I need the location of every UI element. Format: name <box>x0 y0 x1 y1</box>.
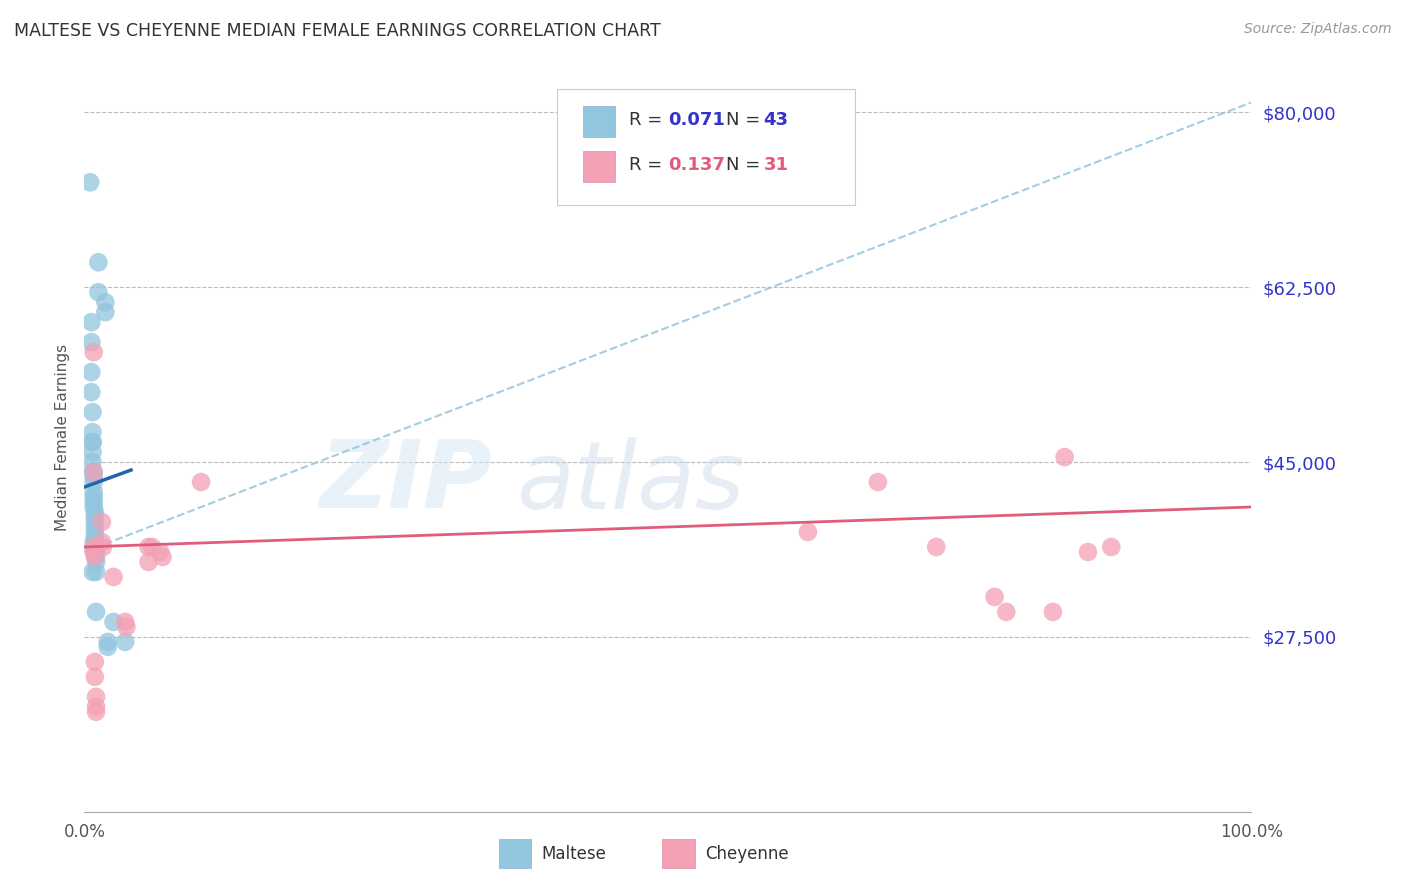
Point <box>84 545 107 559</box>
Point <box>103 615 125 629</box>
Point <box>83 524 105 539</box>
Point <box>83 530 105 544</box>
Point <box>84 605 107 619</box>
Point <box>90 515 112 529</box>
Point <box>82 445 104 459</box>
Point <box>83 470 105 484</box>
Text: Source: ZipAtlas.com: Source: ZipAtlas.com <box>1244 22 1392 37</box>
Point <box>114 635 136 649</box>
Point <box>84 555 107 569</box>
Text: 43: 43 <box>763 112 789 129</box>
Text: N =: N = <box>727 156 766 174</box>
Point <box>83 505 105 519</box>
Point <box>87 255 110 269</box>
Point <box>152 549 174 564</box>
Point <box>80 365 103 379</box>
Point <box>82 565 104 579</box>
Point <box>141 540 163 554</box>
Point <box>80 315 103 329</box>
Point <box>995 605 1018 619</box>
Text: ZIP: ZIP <box>321 436 494 528</box>
Point <box>114 615 136 629</box>
Text: N =: N = <box>727 112 766 129</box>
Point <box>115 620 138 634</box>
Point <box>149 545 172 559</box>
Point <box>983 590 1005 604</box>
Text: Maltese: Maltese <box>541 845 607 863</box>
Point <box>79 175 101 189</box>
FancyBboxPatch shape <box>557 88 855 205</box>
Point <box>83 510 105 524</box>
Point <box>1077 545 1099 559</box>
FancyBboxPatch shape <box>499 839 531 868</box>
Point <box>138 555 160 569</box>
Point <box>83 545 105 559</box>
Point <box>91 540 114 554</box>
Point <box>83 535 105 549</box>
Text: MALTESE VS CHEYENNE MEDIAN FEMALE EARNINGS CORRELATION CHART: MALTESE VS CHEYENNE MEDIAN FEMALE EARNIN… <box>14 22 661 40</box>
Text: Cheyenne: Cheyenne <box>706 845 789 863</box>
Point <box>83 549 105 564</box>
Point <box>83 465 105 479</box>
Point <box>190 475 212 489</box>
Point <box>797 524 820 539</box>
Point <box>83 670 105 684</box>
Point <box>82 435 104 450</box>
Point <box>83 545 105 559</box>
FancyBboxPatch shape <box>662 839 695 868</box>
Point <box>82 455 104 469</box>
Point <box>90 535 112 549</box>
Point <box>94 305 117 319</box>
Text: atlas: atlas <box>516 436 744 527</box>
Point <box>103 570 125 584</box>
Point <box>84 705 107 719</box>
Point <box>83 515 105 529</box>
Point <box>82 465 104 479</box>
Point <box>83 345 105 359</box>
Point <box>83 465 105 479</box>
Text: 31: 31 <box>763 156 789 174</box>
Point <box>83 655 105 669</box>
FancyBboxPatch shape <box>582 106 616 137</box>
Point <box>84 549 107 564</box>
Point <box>97 640 120 654</box>
Point <box>83 500 105 514</box>
Point <box>84 565 107 579</box>
Point <box>83 540 105 554</box>
Point <box>84 690 107 704</box>
Point <box>87 285 110 300</box>
Point <box>83 520 105 534</box>
Point <box>1042 605 1064 619</box>
Point <box>84 699 107 714</box>
FancyBboxPatch shape <box>582 151 616 182</box>
Point <box>80 335 103 350</box>
Point <box>83 540 105 554</box>
Point <box>83 475 105 489</box>
Point <box>94 295 117 310</box>
Text: 0.071: 0.071 <box>668 112 724 129</box>
Point <box>83 535 105 549</box>
Point <box>80 385 103 400</box>
Point <box>83 490 105 504</box>
Y-axis label: Median Female Earnings: Median Female Earnings <box>55 343 70 531</box>
Point <box>97 635 120 649</box>
Point <box>925 540 948 554</box>
Point <box>1099 540 1122 554</box>
Point <box>83 495 105 509</box>
Point <box>138 540 160 554</box>
Text: R =: R = <box>630 112 668 129</box>
Point <box>82 435 104 450</box>
Point <box>82 425 104 439</box>
Text: R =: R = <box>630 156 668 174</box>
Point <box>1053 450 1076 464</box>
Text: 0.137: 0.137 <box>668 156 724 174</box>
Point <box>866 475 889 489</box>
Point <box>82 405 104 419</box>
Point <box>83 485 105 500</box>
